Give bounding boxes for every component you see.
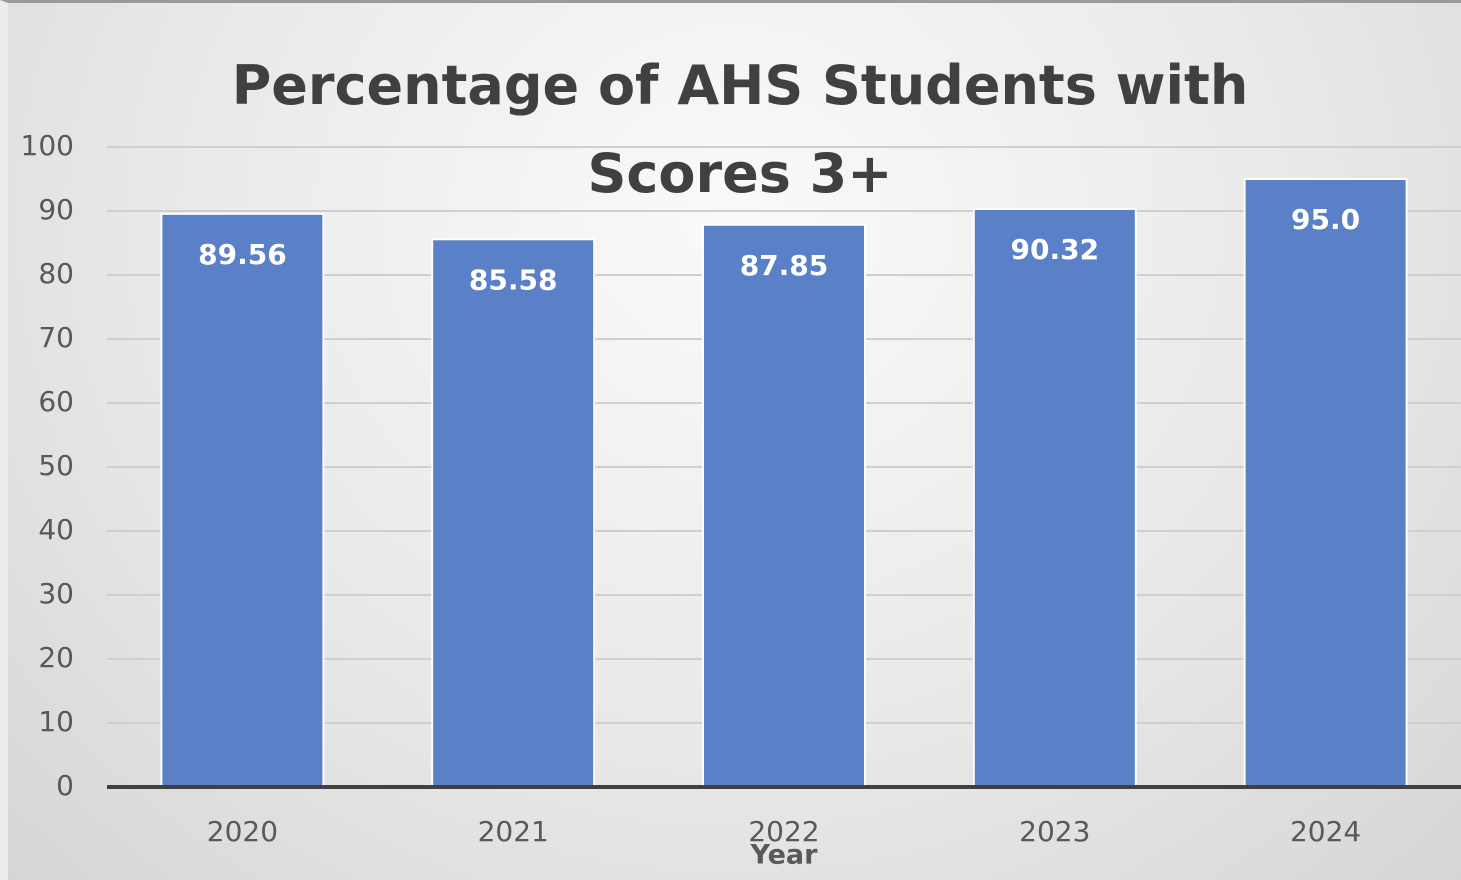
y-tick-label: 60 [38,385,74,418]
bar [1243,178,1408,788]
data-label: 95.0 [1291,203,1360,236]
x-tick-label: 2022 [748,815,819,848]
y-tick-label: 80 [38,257,74,290]
y-tick-label: 70 [38,321,74,354]
y-tick-label: 10 [38,705,74,738]
bar [972,207,1137,788]
bar [160,212,325,789]
chart-title: Percentage of AHS Students with Scores 3… [231,54,1249,205]
x-tick-label: 2024 [1290,815,1361,848]
data-label: 89.56 [198,238,287,271]
y-tick-label: 20 [38,641,74,674]
bar [431,238,596,788]
y-tick-label: 0 [56,769,74,802]
y-tick-label: 50 [38,449,74,482]
data-label: 90.32 [1011,233,1100,266]
y-tick-label: 100 [21,129,74,162]
y-tick-label: 90 [38,193,74,226]
y-tick-label: 40 [38,513,74,546]
y-tick-label: 30 [38,577,74,610]
x-tick-label: 2023 [1019,815,1090,848]
x-tick-label: 2020 [207,815,278,848]
data-label: 85.58 [469,263,558,296]
bar [702,223,866,788]
x-tick-label: 2021 [478,815,549,848]
data-label: 87.85 [740,249,829,282]
x-axis-label: Year [750,840,819,871]
